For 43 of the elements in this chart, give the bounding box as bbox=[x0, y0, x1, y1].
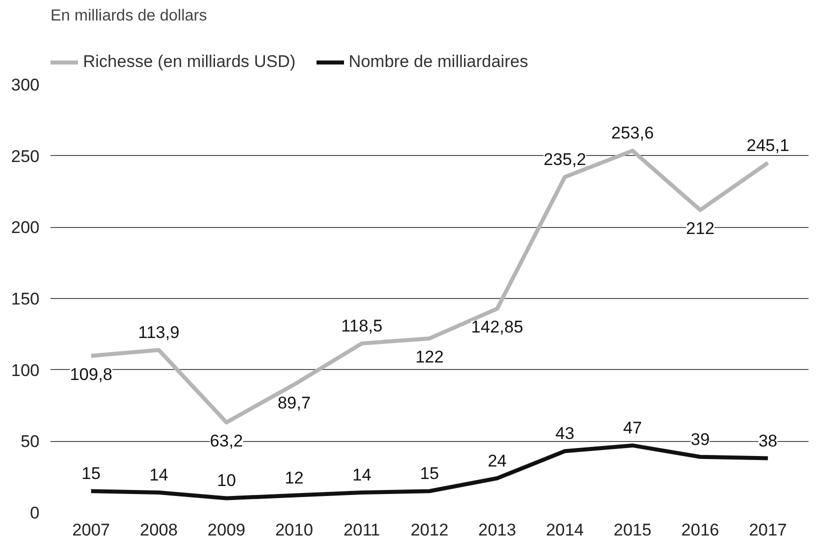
data-label: 63,2 bbox=[210, 431, 244, 450]
data-label: 122 bbox=[415, 347, 444, 366]
data-label: 12 bbox=[284, 468, 304, 488]
data-label: 118,5 bbox=[341, 316, 382, 336]
x-tick-label: 2012 bbox=[410, 520, 448, 540]
chart-title: En milliards de dollars bbox=[50, 8, 208, 24]
data-label: 142,85 bbox=[471, 318, 524, 337]
data-label: 14 bbox=[149, 466, 168, 485]
data-label: 38 bbox=[758, 431, 778, 450]
data-label: 43 bbox=[555, 424, 574, 444]
data-label: 109,8 bbox=[70, 364, 112, 384]
legend-label: Richesse (en milliards USD) bbox=[83, 52, 296, 72]
data-label: 15 bbox=[420, 464, 439, 484]
y-tick-label: 300 bbox=[11, 76, 40, 94]
y-tick-label: 0 bbox=[30, 504, 40, 522]
data-label: 245,1 bbox=[746, 136, 790, 155]
x-tick-label: 2007 bbox=[72, 520, 110, 540]
x-tick-label: 2017 bbox=[748, 520, 787, 540]
y-tick-label: 150 bbox=[11, 290, 40, 308]
data-label: 39 bbox=[690, 430, 710, 449]
x-tick-label: 2008 bbox=[140, 520, 178, 540]
legend-label: Nombre de milliardaires bbox=[348, 52, 528, 72]
y-tick-label: 200 bbox=[11, 218, 40, 238]
y-tick-label: 100 bbox=[11, 360, 40, 380]
data-label: 10 bbox=[217, 471, 236, 490]
data-label: 253,6 bbox=[611, 124, 654, 143]
data-label: 14 bbox=[352, 466, 372, 485]
x-tick-label: 2015 bbox=[614, 520, 652, 540]
data-label: 89,7 bbox=[278, 394, 311, 413]
data-label: 235,2 bbox=[544, 150, 586, 169]
data-label: 212 bbox=[686, 219, 714, 238]
y-tick-label: 50 bbox=[20, 432, 40, 452]
x-tick-label: 2011 bbox=[344, 520, 380, 540]
x-tick-label: 2010 bbox=[275, 520, 314, 540]
data-label: 113,9 bbox=[138, 323, 180, 342]
x-tick-label: 2016 bbox=[681, 520, 720, 540]
data-label: 15 bbox=[82, 464, 101, 484]
data-label: 24 bbox=[488, 451, 507, 470]
x-tick-label: 2013 bbox=[478, 520, 516, 540]
data-label: 47 bbox=[623, 418, 642, 438]
x-tick-label: 2009 bbox=[208, 520, 246, 540]
x-tick-label: 2014 bbox=[546, 520, 584, 540]
y-tick-label: 250 bbox=[11, 146, 40, 166]
